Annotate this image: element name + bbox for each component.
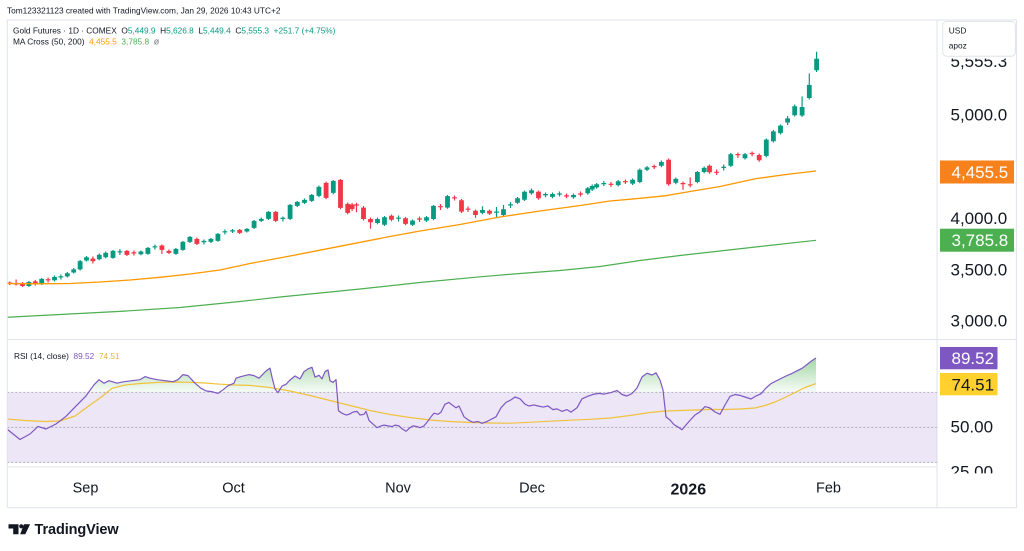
svg-text:apoz: apoz (949, 41, 967, 51)
svg-text:Sep: Sep (73, 481, 99, 497)
svg-text:TradingView: TradingView (35, 522, 120, 538)
svg-text:USD: USD (949, 25, 967, 35)
svg-text:2026: 2026 (671, 482, 707, 499)
svg-text:5,555.3: 5,555.3 (951, 52, 1008, 71)
svg-text:3,785.8: 3,785.8 (952, 231, 1009, 250)
svg-text:4,455.5: 4,455.5 (952, 163, 1009, 182)
svg-text:Tom123321123 created with Trad: Tom123321123 created with TradingView.co… (7, 5, 281, 15)
svg-text:3,500.0: 3,500.0 (951, 261, 1008, 280)
svg-text:Nov: Nov (385, 481, 412, 497)
svg-text:RSI (14, close) 89.52 74.51: RSI (14, close) 89.52 74.51 (14, 351, 120, 361)
svg-text:50.00: 50.00 (951, 418, 994, 437)
svg-text:Oct: Oct (222, 481, 245, 497)
svg-text:3,000.0: 3,000.0 (951, 311, 1008, 330)
svg-text:74.51: 74.51 (952, 375, 995, 394)
svg-text:Gold Futures · 1D · COMEX O5,: Gold Futures · 1D · COMEX O5,449.9 H5,62… (13, 26, 336, 36)
svg-text:Feb: Feb (816, 481, 841, 497)
svg-text:5,000.0: 5,000.0 (951, 106, 1008, 125)
svg-text:25.00: 25.00 (951, 462, 994, 481)
svg-text:89.52: 89.52 (952, 349, 995, 368)
svg-text:MA Cross (50, 200) 4,455.5 3: MA Cross (50, 200) 4,455.5 3,785.8 ø (13, 36, 160, 46)
svg-text:Dec: Dec (519, 481, 545, 497)
svg-text:4,000.0: 4,000.0 (951, 209, 1008, 228)
